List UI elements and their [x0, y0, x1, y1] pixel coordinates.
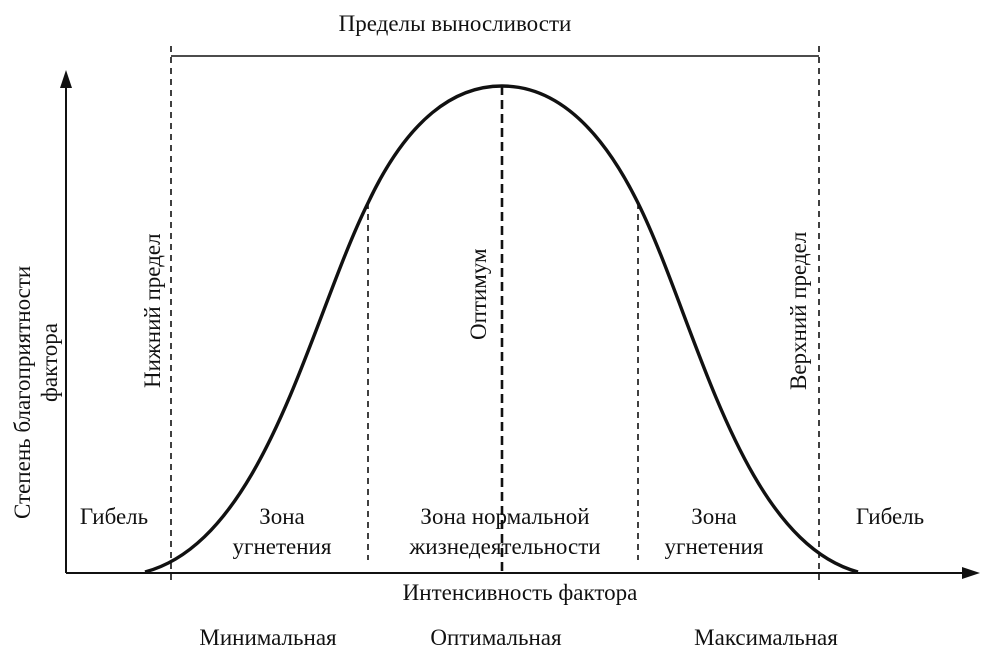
y-axis-label-line1: Степень благоприятности: [10, 266, 35, 519]
y-axis-arrow: [60, 70, 72, 88]
tolerance-curve: [144, 84, 859, 574]
minimal-label: Минимальная: [199, 625, 337, 648]
tolerance-limits-label: Пределы выносливости: [339, 11, 572, 36]
death-right-label: Гибель: [856, 504, 924, 529]
normal-zone-line1: Зона нормальной: [420, 504, 589, 529]
oppression-right-line2: угнетения: [665, 534, 764, 559]
maximal-label: Максимальная: [694, 625, 838, 648]
death-left-label: Гибель: [80, 504, 148, 529]
x-axis-label: Интенсивность фактора: [403, 580, 638, 605]
optimal-label: Оптимальная: [430, 625, 562, 648]
oppression-right-line1: Зона: [691, 504, 737, 529]
lower-limit-label: Нижний предел: [140, 233, 165, 388]
y-axis-label-line2: фактора: [37, 323, 62, 402]
upper-limit-label: Верхний предел: [786, 232, 811, 390]
oppression-left-line1: Зона: [259, 504, 305, 529]
oppression-left-line2: угнетения: [233, 534, 332, 559]
optimum-label: Оптимум: [466, 248, 491, 340]
x-axis-arrow: [962, 567, 980, 579]
normal-zone-line2: жизнедеятельности: [408, 534, 600, 559]
